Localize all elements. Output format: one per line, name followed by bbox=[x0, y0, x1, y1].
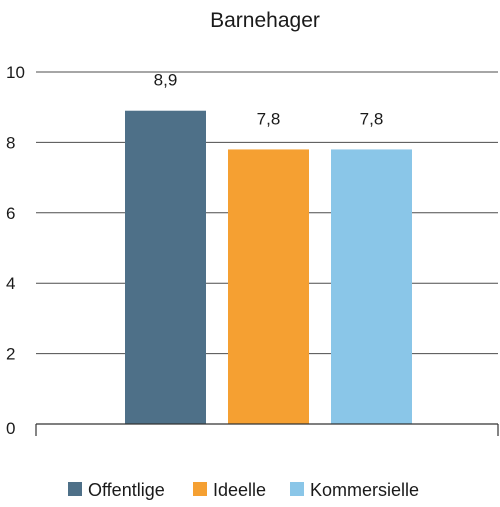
y-tick-label: 8 bbox=[6, 133, 15, 152]
data-label: 7,8 bbox=[360, 109, 384, 128]
y-tick-label: 0 bbox=[6, 419, 15, 438]
y-axis-ticks: 0 2 4 6 8 10 bbox=[6, 63, 25, 438]
y-tick-label: 10 bbox=[6, 63, 25, 82]
y-tick-label: 6 bbox=[6, 204, 15, 223]
data-label: 8,9 bbox=[154, 71, 178, 90]
legend-swatch bbox=[68, 482, 82, 496]
legend-swatch bbox=[193, 482, 207, 496]
chart-title: Barnehager bbox=[210, 9, 320, 32]
data-label: 7,8 bbox=[257, 109, 281, 128]
x-axis bbox=[35, 423, 499, 436]
bar-offentlige bbox=[125, 110, 206, 424]
legend-swatch bbox=[290, 482, 304, 496]
legend-label: Ideelle bbox=[213, 480, 266, 500]
data-labels: 8,9 7,8 7,8 bbox=[154, 71, 384, 129]
bar-kommersielle bbox=[331, 149, 412, 424]
bar-ideelle bbox=[228, 149, 309, 424]
y-tick-label: 2 bbox=[6, 345, 15, 364]
bars bbox=[125, 110, 412, 424]
legend: Offentlige Ideelle Kommersielle bbox=[68, 480, 419, 500]
legend-label: Kommersielle bbox=[310, 480, 419, 500]
legend-label: Offentlige bbox=[88, 480, 165, 500]
y-tick-label: 4 bbox=[6, 274, 15, 293]
